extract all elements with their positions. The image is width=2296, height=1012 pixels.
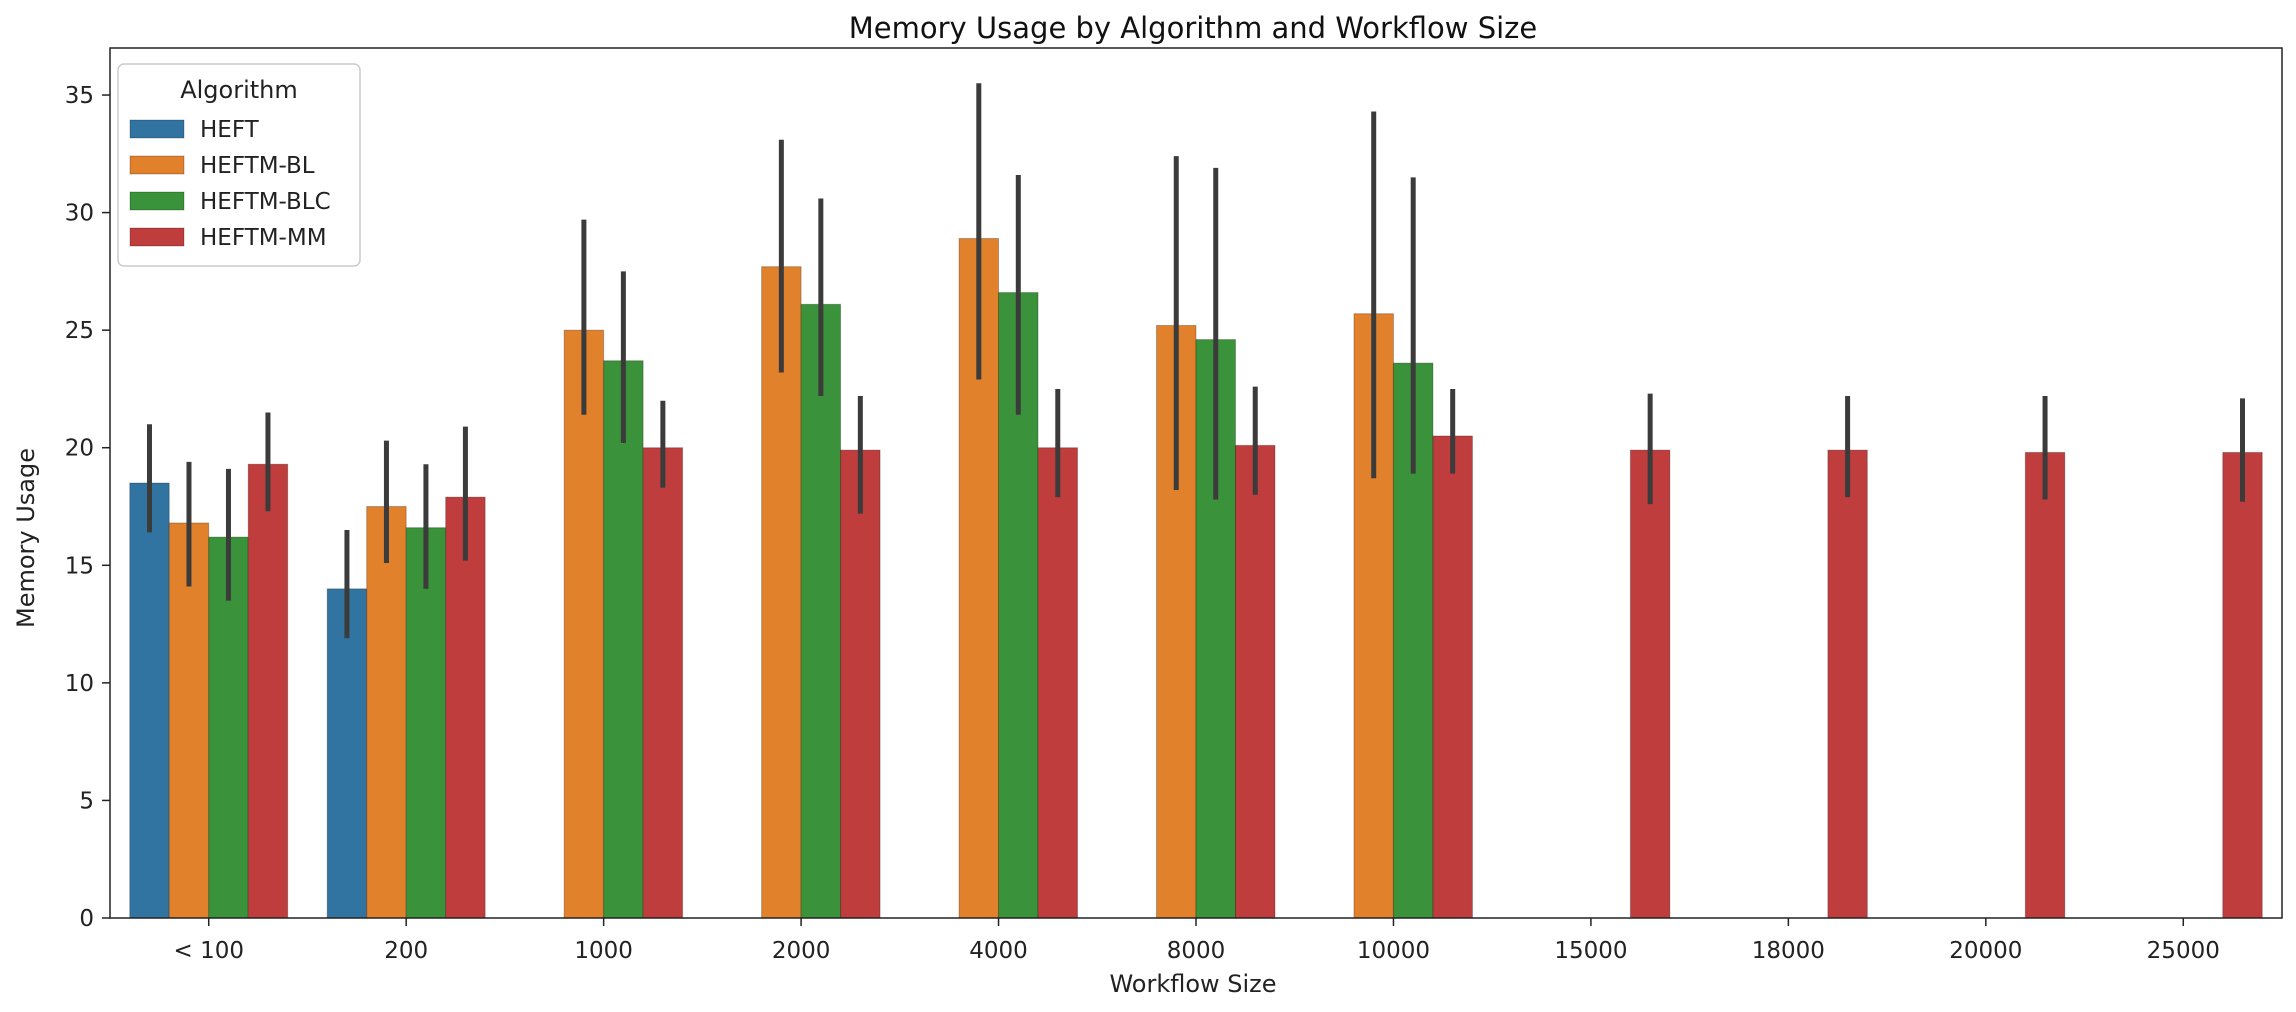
bar (840, 449, 881, 919)
bar (168, 522, 210, 919)
bar (129, 482, 170, 919)
x-axis-label: Workflow Size (1109, 970, 1276, 998)
axes-layer: 0 5 10 15 20 25 30 35 < 100 200 1000 2000 4000 8000 10… (65, 47, 2283, 964)
bar (1037, 447, 1079, 919)
bar (2024, 451, 2066, 919)
legend-box (117, 63, 361, 267)
x-tick-label: 15000 (1554, 938, 1627, 964)
x-tick-label: 8000 (1167, 938, 1226, 964)
bar (445, 496, 486, 919)
x-tick-label: 25000 (2147, 938, 2220, 964)
bars-layer (129, 237, 2263, 919)
bar (247, 463, 289, 919)
x-tick-label: < 100 (173, 938, 243, 964)
legend-swatch (129, 191, 185, 211)
legend-label: HEFTM-BLC (200, 189, 331, 215)
x-tick-label: 1000 (574, 938, 633, 964)
bar (326, 588, 368, 919)
bar (1234, 444, 1276, 919)
legend-swatch (129, 227, 185, 247)
x-tick-label: 2000 (772, 938, 831, 964)
x-tick-label: 10000 (1357, 938, 1430, 964)
y-tick-label: 25 (65, 318, 94, 344)
bar (563, 329, 605, 919)
legend-label: HEFTM-BL (200, 153, 315, 179)
y-tick-label: 15 (65, 553, 94, 579)
y-tick-label: 0 (79, 906, 94, 932)
bar (603, 360, 644, 919)
x-tick-label: 18000 (1752, 938, 1825, 964)
y-tick-label: 35 (65, 83, 94, 109)
bar (2222, 451, 2263, 919)
bar (1827, 449, 1868, 919)
y-axis-label: Memory Usage (12, 448, 40, 628)
x-tick-label: 20000 (1949, 938, 2022, 964)
bar (642, 447, 684, 919)
error-bars-layer (146, 83, 2246, 639)
legend-swatch (129, 155, 185, 175)
chart-title: Memory Usage by Algorithm and Workflow S… (849, 11, 1537, 45)
y-tick-label: 20 (65, 436, 94, 462)
bar (1432, 435, 1473, 919)
legend-title: Algorithm (180, 76, 298, 104)
bar (1629, 449, 1671, 919)
x-tick-label: 200 (384, 938, 428, 964)
legend-label: HEFT (200, 117, 260, 143)
x-tick-label: 4000 (969, 938, 1028, 964)
legend: Algorithm HEFT HEFTM-BL HEFTM-BLC HEFTM-MM (117, 63, 361, 267)
y-tick-label: 30 (65, 201, 94, 227)
bar (366, 506, 407, 919)
bar (405, 527, 447, 919)
y-tick-label: 5 (79, 788, 94, 814)
y-tick-label: 10 (65, 671, 94, 697)
legend-swatch (129, 119, 185, 139)
bar (800, 303, 842, 919)
legend-label: HEFTM-MM (200, 225, 327, 251)
